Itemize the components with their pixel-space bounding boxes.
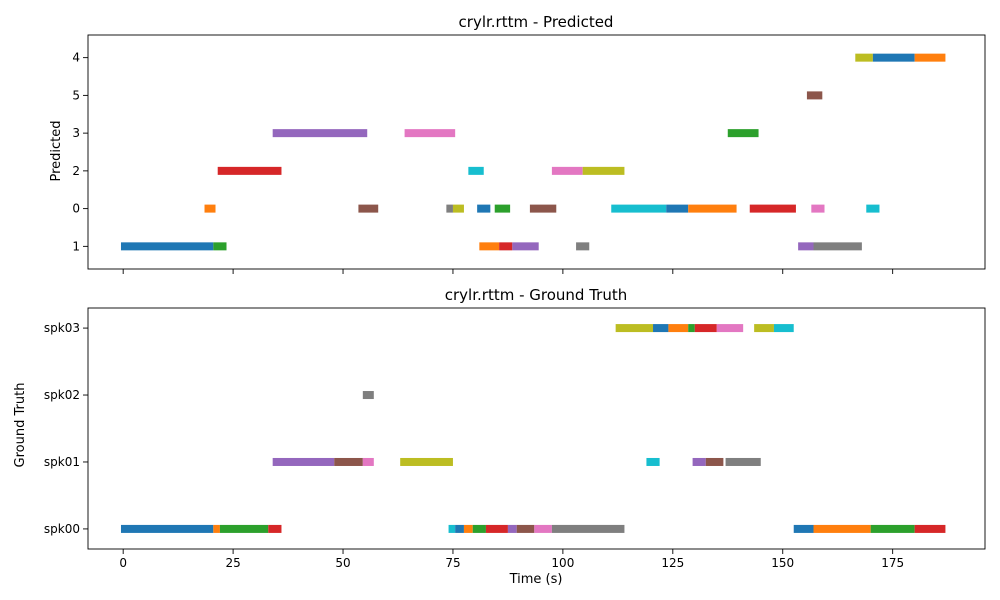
top-chart-title: crylr.rttm - Predicted: [459, 13, 614, 31]
segment-bar: [529, 204, 557, 213]
segment-bar: [914, 53, 946, 62]
bottom-chart-title: crylr.rttm - Ground Truth: [445, 286, 627, 304]
segment-bar: [362, 391, 374, 400]
segment-bar: [615, 324, 654, 333]
segment-bar: [213, 524, 220, 533]
axes-frame: [87, 307, 986, 550]
y-tick-label: 2: [72, 164, 80, 178]
segment-bar: [334, 457, 363, 466]
segment-bar: [725, 457, 761, 466]
top-chart-ylabel: Predicted: [49, 120, 64, 181]
segment-bar: [855, 53, 873, 62]
segment-bar: [692, 457, 706, 466]
axes-frame: [87, 34, 986, 270]
segment-bar: [463, 524, 473, 533]
segment-bar: [272, 129, 368, 138]
y-tick-label: spk01: [44, 455, 80, 469]
segment-bar: [813, 242, 862, 251]
segment-bar: [754, 324, 774, 333]
y-tick-label: 3: [72, 126, 80, 140]
y-tick-label: 1: [72, 239, 80, 253]
bottom-chart-ylabel: Ground Truth: [13, 383, 28, 468]
segment-bar: [452, 204, 464, 213]
segment-bar: [872, 53, 915, 62]
segment-bar: [404, 129, 456, 138]
segment-bar: [582, 166, 625, 175]
segment-bar: [866, 204, 880, 213]
segment-bar: [120, 242, 214, 251]
segment-bar: [793, 524, 814, 533]
segment-bar: [494, 204, 511, 213]
x-tick-label: 150: [771, 556, 794, 570]
segment-bar: [507, 524, 517, 533]
y-tick-label: 4: [72, 51, 80, 65]
segment-bar: [217, 166, 282, 175]
segment-bar: [268, 524, 282, 533]
segment-bar: [477, 204, 491, 213]
segment-bar: [479, 242, 500, 251]
segment-bar: [551, 524, 625, 533]
segment-bar: [400, 457, 453, 466]
segment-bar: [446, 204, 453, 213]
segment-bar: [213, 242, 227, 251]
x-tick-label: 50: [335, 556, 350, 570]
segment-bar: [485, 524, 508, 533]
segment-bar: [362, 457, 374, 466]
x-tick-label: 75: [445, 556, 460, 570]
y-tick-label: spk02: [44, 388, 80, 402]
segment-bar: [811, 204, 825, 213]
segment-bar: [611, 204, 667, 213]
segment-bar: [716, 324, 744, 333]
segment-bar: [358, 204, 379, 213]
x-tick-label: 0: [119, 556, 127, 570]
segment-bar: [773, 324, 794, 333]
top-chart-plot: 1 0 2 3 5 4: [72, 34, 986, 274]
x-tick-label: 25: [225, 556, 240, 570]
segment-bar: [272, 457, 335, 466]
segment-bar: [688, 204, 737, 213]
segment-bar: [806, 91, 823, 100]
segment-bar: [870, 524, 915, 533]
segment-bar: [219, 524, 269, 533]
segment-bar: [499, 242, 513, 251]
segment-bar: [668, 324, 689, 333]
x-tick-label: 100: [551, 556, 574, 570]
segment-bar: [727, 129, 759, 138]
segment-bar: [914, 524, 946, 533]
segment-bar: [646, 457, 660, 466]
segment-bar: [516, 524, 535, 533]
segment-bar: [534, 524, 552, 533]
segment-bar: [468, 166, 484, 175]
y-tick-label: spk03: [44, 321, 80, 335]
segment-bar: [204, 204, 216, 213]
bottom-chart-xlabel: Time (s): [509, 572, 563, 587]
segment-bar: [512, 242, 539, 251]
segment-bar: [798, 242, 814, 251]
bottom-chart-plot: 0 25 50 75 100 125 150 175 spk00 spk01 spk02 spk03: [44, 307, 986, 570]
segment-bar: [472, 524, 486, 533]
y-tick-label: spk00: [44, 522, 80, 536]
y-tick-label: 0: [72, 202, 80, 216]
segment-bar: [551, 166, 583, 175]
segment-bar: [694, 324, 717, 333]
segment-bar: [448, 524, 456, 533]
x-tick-label: 175: [881, 556, 904, 570]
y-tick-label: 5: [72, 88, 80, 102]
segment-bar: [666, 204, 689, 213]
segment-bar: [688, 324, 695, 333]
x-tick-label: 125: [661, 556, 684, 570]
segment-bar: [705, 457, 724, 466]
segment-bar: [813, 524, 871, 533]
segment-bar: [749, 204, 796, 213]
segment-bar: [653, 324, 669, 333]
segment-bar: [120, 524, 214, 533]
segment-bar: [455, 524, 464, 533]
segment-bar: [576, 242, 590, 251]
